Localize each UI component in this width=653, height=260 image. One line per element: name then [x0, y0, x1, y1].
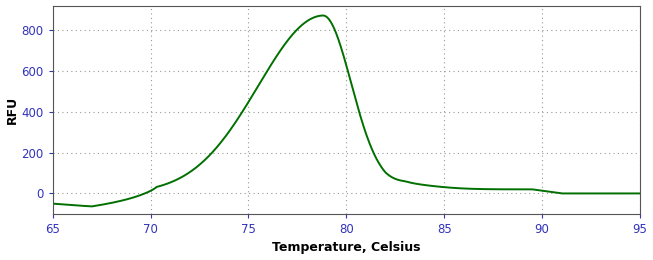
X-axis label: Temperature, Celsius: Temperature, Celsius [272, 242, 421, 255]
Y-axis label: RFU: RFU [6, 96, 18, 124]
